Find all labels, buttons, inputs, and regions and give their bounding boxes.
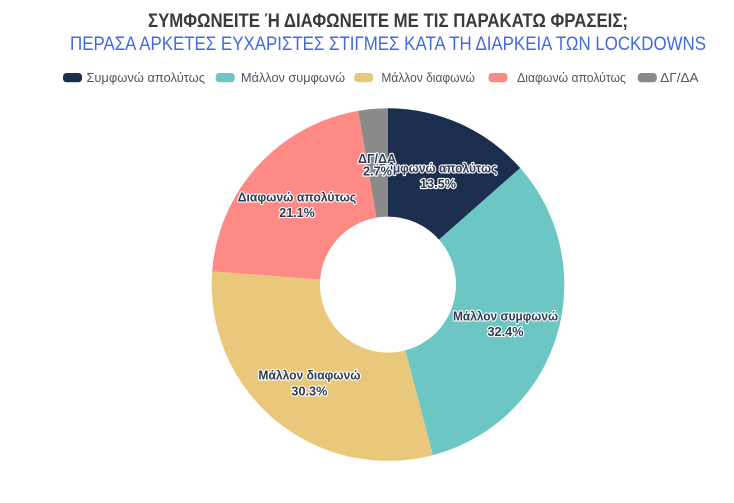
svg-text:Διαφωνώ απολύτως: Διαφωνώ απολύτως: [517, 70, 626, 85]
svg-text:Μάλλον διαφωνώ: Μάλλον διαφωνώ: [258, 369, 360, 383]
svg-text:30.3%: 30.3%: [291, 385, 327, 399]
svg-text:Διαφωνώ απολύτως: Διαφωνώ απολύτως: [238, 191, 357, 205]
svg-text:Μάλλον διαφωνώ: Μάλλον διαφωνώ: [381, 70, 475, 85]
svg-text:Μάλλον συμφωνώ: Μάλλον συμφωνώ: [241, 70, 345, 85]
svg-text:ΔΓ/ΔΑ: ΔΓ/ΔΑ: [358, 152, 396, 166]
svg-text:32.4%: 32.4%: [488, 325, 524, 339]
svg-text:Συμφωνώ απολύτως: Συμφωνώ απολύτως: [86, 70, 205, 85]
svg-text:ΣΥΜΦΩΝΕΙΤΕ Ή ΔΙΑΦΩΝΕΙΤΕ ΜΕ ΤΙΣ: ΣΥΜΦΩΝΕΙΤΕ Ή ΔΙΑΦΩΝΕΙΤΕ ΜΕ ΤΙΣ ΠΑΡΑΚΑΤΩ …: [148, 11, 628, 32]
svg-text:ΔΓ/ΔΑ: ΔΓ/ΔΑ: [660, 70, 699, 85]
svg-text:13.5%: 13.5%: [420, 177, 456, 191]
svg-text:21.1%: 21.1%: [279, 206, 315, 220]
svg-text:ΠΕΡΑΣΑ ΑΡΚΕΤΕΣ ΕΥΧΑΡΙΣΤΕΣ ΣΤΙΓ: ΠΕΡΑΣΑ ΑΡΚΕΤΕΣ ΕΥΧΑΡΙΣΤΕΣ ΣΤΙΓΜΕΣ ΚΑΤΑ Τ…: [70, 34, 706, 55]
svg-text:Συμφωνώ απολύτως: Συμφωνώ απολύτως: [379, 162, 498, 176]
svg-text:2.7%: 2.7%: [363, 165, 392, 179]
svg-text:Μάλλον συμφωνώ: Μάλλον συμφωνώ: [453, 310, 558, 324]
